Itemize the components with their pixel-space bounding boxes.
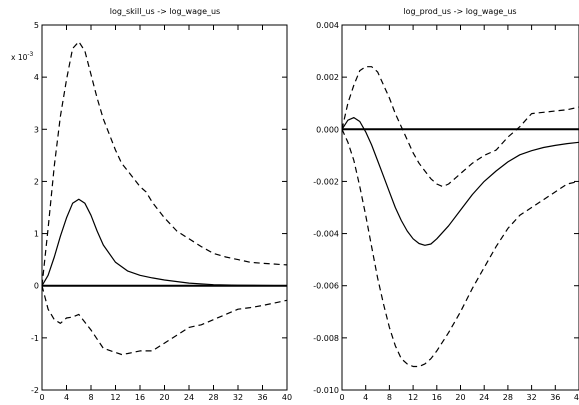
y-tick-label: -0.006 — [313, 282, 339, 291]
y-tick-label: -0.010 — [313, 386, 339, 395]
chart-panel-right: log_prod_us -> log_wage_us -0.010 -0.008 -0… — [313, 7, 579, 402]
y-tick-label: 0.000 — [316, 125, 339, 134]
x-tick-label: 36 — [550, 393, 560, 402]
y-tick-label: -2 — [31, 386, 39, 395]
plot-frame — [41, 24, 288, 391]
x-tick-label: 36 — [257, 393, 267, 402]
chart-panel-left: log_skill_us -> log_wage_usx 10-3-2-1012… — [11, 7, 292, 402]
chart-title: log_skill_us -> log_wage_us — [110, 7, 220, 16]
confidence-band-line — [41, 285, 288, 356]
x-tick-label: 40 — [574, 393, 579, 402]
x-tick-label: 20 — [455, 393, 465, 402]
x-tick-label: 0 — [39, 393, 44, 402]
impulse-response-line — [41, 198, 288, 287]
x-tick-label: 8 — [88, 393, 93, 402]
x-tick-label: 4 — [64, 393, 69, 402]
x-tick-label: 12 — [110, 393, 120, 402]
confidence-band-line — [341, 129, 579, 368]
y-tick-label: 0 — [34, 282, 39, 291]
confidence-band-line — [341, 66, 579, 188]
y-multiplier-label: x 10-3 — [11, 51, 34, 62]
y-tick-label: 4 — [34, 73, 39, 82]
x-tick-label: 0 — [339, 393, 344, 402]
impulse-response-line — [341, 116, 579, 246]
x-tick-label: 32 — [527, 393, 537, 402]
x-tick-label: 24 — [479, 393, 489, 402]
confidence-band-line — [41, 41, 288, 286]
y-tick-label: 2 — [34, 177, 39, 186]
y-tick-label: 1 — [34, 230, 39, 239]
x-tick-label: 20 — [159, 393, 169, 402]
x-tick-label: 24 — [184, 393, 194, 402]
x-tick-label: 12 — [408, 393, 418, 402]
x-tick-label: 4 — [363, 393, 368, 402]
x-tick-label: 28 — [503, 393, 513, 402]
x-tick-label: 16 — [432, 393, 442, 402]
x-tick-label: 8 — [387, 393, 392, 402]
y-tick-label: 0.004 — [316, 21, 339, 30]
y-tick-label: -0.008 — [313, 334, 339, 343]
y-tick-label: 3 — [34, 125, 39, 134]
x-tick-label: 28 — [208, 393, 218, 402]
y-tick-label: -1 — [31, 334, 39, 343]
y-tick-label: -0.004 — [313, 230, 339, 239]
x-tick-label: 40 — [282, 393, 292, 402]
y-tick-label: 5 — [34, 21, 39, 30]
x-tick-label: 16 — [135, 393, 145, 402]
chart-title: log_prod_us -> log_wage_us — [403, 7, 516, 16]
x-tick-label: 32 — [233, 393, 243, 402]
plot-frame — [341, 24, 579, 391]
y-tick-label: -0.002 — [313, 177, 339, 186]
y-tick-label: 0.002 — [316, 73, 339, 82]
